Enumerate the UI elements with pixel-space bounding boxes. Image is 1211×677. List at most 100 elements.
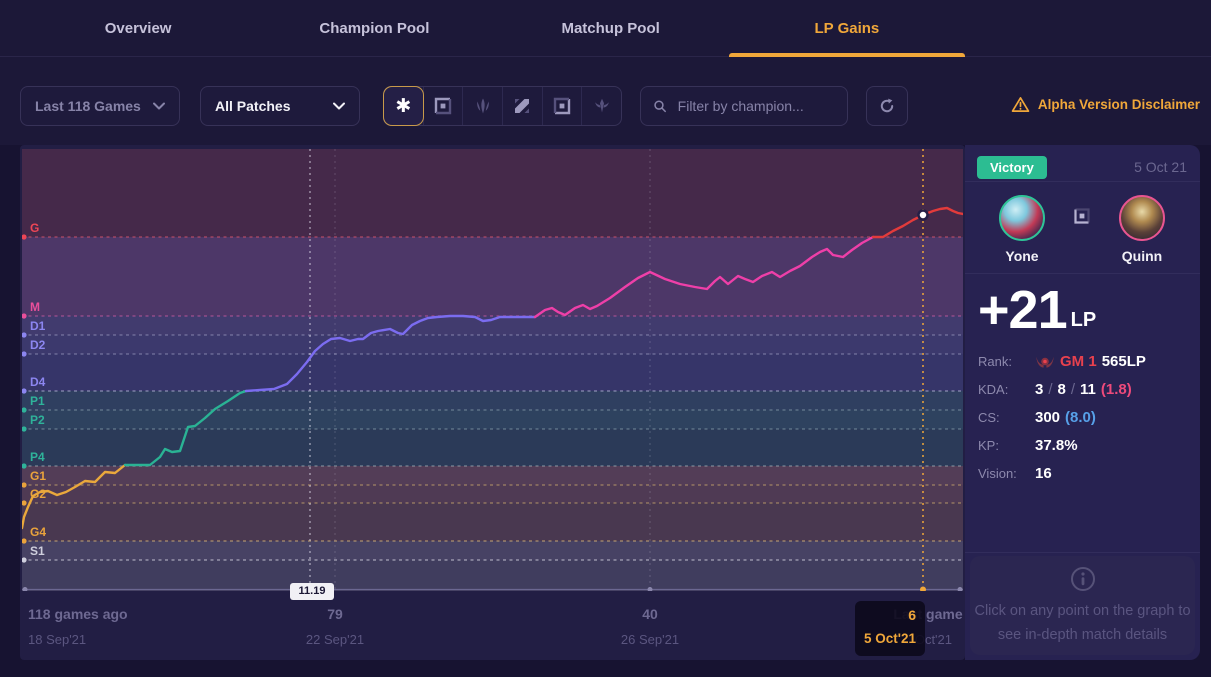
stat-label: Rank: [978, 354, 1012, 369]
panel-divider [965, 181, 1200, 182]
patch-select[interactable]: All Patches [200, 86, 360, 126]
rank-label-d4: D4 [30, 375, 46, 389]
tab-overview[interactable]: Overview [20, 0, 256, 57]
rank-label-g4: G4 [30, 525, 46, 539]
rank-label-p1: P1 [30, 394, 45, 408]
role-all-button[interactable]: ✱ [384, 87, 423, 125]
kp-value: 37.8% [1035, 437, 1078, 454]
rank-axis-dots [22, 234, 27, 563]
match-details-panel: Victory 5 Oct 21 Yone Quinn +21 LP Rank: [965, 145, 1200, 660]
refresh-button[interactable] [866, 86, 908, 126]
vertical-markers [309, 149, 924, 591]
x-tick-games-1: 79 [327, 606, 343, 622]
chevron-down-icon [333, 102, 345, 110]
role-bot-button[interactable] [541, 87, 582, 125]
hint-line-2: see in-depth match details [997, 627, 1168, 643]
panel-divider [965, 552, 1200, 553]
lp-change: +21 LP [978, 283, 1096, 337]
stat-row-cs: CS: 300 (8.0) [978, 409, 1190, 427]
stat-row-kda: KDA: 3 / 8 / 11 (1.8) [978, 381, 1132, 398]
tab-label: Matchup Pool [561, 20, 660, 37]
tier-bands [22, 149, 963, 591]
role-filter-group: ✱ [383, 86, 622, 126]
champion-avatar-yone[interactable] [999, 195, 1045, 241]
games-count-select[interactable]: Last 118 Games [20, 86, 180, 126]
match-result-badge: Victory [977, 156, 1047, 179]
stat-row-vision: Vision: 16 [978, 465, 1190, 483]
patch-badge: 11.19 [290, 583, 334, 600]
stat-label: Vision: [978, 466, 1017, 481]
lp-change-unit: LP [1070, 309, 1097, 331]
top-lane-icon [434, 97, 452, 115]
games-count-value: Last 118 Games [35, 98, 141, 114]
stat-row-rank: Rank: GM 1 565LP [978, 353, 1190, 371]
kda-ratio: (1.8) [1100, 381, 1132, 398]
vision-value: 16 [1035, 465, 1052, 482]
rank-crest-icon [1036, 356, 1054, 368]
selected-game-tick-dot [920, 586, 926, 591]
role-jungle-button[interactable] [462, 87, 502, 125]
panel-divider [965, 273, 1200, 274]
bot-lane-icon [553, 97, 571, 115]
tier-lines [22, 236, 963, 561]
lp-chart[interactable]: G M D1 D2 D4 P1 P2 P4 G1 G2 G4 S1 [22, 149, 963, 591]
disclaimer-label: Alpha Version Disclaimer [1037, 97, 1200, 112]
stat-label: KP: [978, 438, 999, 453]
alpha-disclaimer[interactable]: Alpha Version Disclaimer [1011, 96, 1200, 113]
cs-per-min: (8.0) [1065, 409, 1096, 426]
chevron-down-icon [153, 102, 165, 110]
info-icon [1070, 567, 1095, 591]
rank-labels: G M D1 D2 D4 P1 P2 P4 G1 G2 G4 S1 [30, 221, 46, 558]
role-top-button[interactable] [422, 87, 463, 125]
rank-label-d2: D2 [30, 338, 46, 352]
rank-tier: GM 1 [1060, 353, 1097, 370]
champion-name: Yone [1005, 248, 1039, 264]
selected-game-count: 6 [908, 607, 916, 623]
selected-point-marker[interactable] [917, 209, 929, 221]
tab-label: Overview [104, 20, 172, 37]
lp-line-master [533, 235, 875, 319]
jungle-icon [476, 98, 489, 114]
top-nav: Overview Champion Pool Matchup Pool LP G… [20, 0, 966, 57]
x-tick-date-2: 26 Sep'21 [620, 632, 680, 647]
match-date: 5 Oct 21 [1134, 159, 1187, 175]
rank-label-g1: G1 [30, 469, 46, 483]
refresh-icon [880, 98, 894, 113]
champion-avatar-quinn[interactable] [1119, 195, 1165, 241]
selected-game-date: 5 Oct'21 [864, 631, 916, 646]
search-input[interactable] [675, 97, 835, 115]
rank-label-m: M [30, 300, 40, 314]
rank-label-s1: S1 [30, 544, 45, 558]
lp-line-platinum [123, 389, 248, 467]
kda-assists: 11 [1080, 381, 1096, 398]
selected-game-tooltip: 6 5 Oct'21 [855, 601, 925, 656]
rank-lp: 565LP [1101, 353, 1146, 370]
rank-label-g: G [30, 221, 39, 235]
tab-label: LP Gains [814, 20, 880, 37]
tab-matchup-pool[interactable]: Matchup Pool [493, 0, 729, 57]
tab-champion-pool[interactable]: Champion Pool [256, 0, 492, 57]
lp-line [22, 206, 963, 530]
role-support-button[interactable] [581, 87, 621, 125]
rank-label-p2: P2 [30, 413, 45, 427]
x-tick-date-1: 22 Sep'21 [305, 632, 365, 647]
x-tick-games-2: 40 [642, 606, 658, 622]
champion-search [640, 86, 848, 126]
lp-line-diamond [244, 314, 537, 393]
lp-chart-card: G M D1 D2 D4 P1 P2 P4 G1 G2 G4 S1 [20, 145, 965, 660]
mid-lane-icon [515, 99, 530, 113]
tab-lp-gains[interactable]: LP Gains [728, 0, 966, 57]
rank-label-d1: D1 [30, 319, 46, 333]
opponent-name: Quinn [1121, 248, 1163, 264]
cs-value: 300 [1035, 409, 1061, 426]
hint-line-1: Click on any point on the graph to [974, 603, 1191, 619]
lane-position-icon [1072, 206, 1092, 231]
warning-icon [1011, 97, 1030, 112]
stat-label: KDA: [978, 382, 1009, 397]
x-tick-date-0: 18 Sep'21 [28, 632, 87, 647]
role-mid-button[interactable] [502, 87, 542, 125]
rank-label-p4: P4 [30, 450, 45, 464]
lp-change-value: +21 [978, 280, 1068, 340]
all-roles-icon: ✱ [395, 95, 412, 117]
